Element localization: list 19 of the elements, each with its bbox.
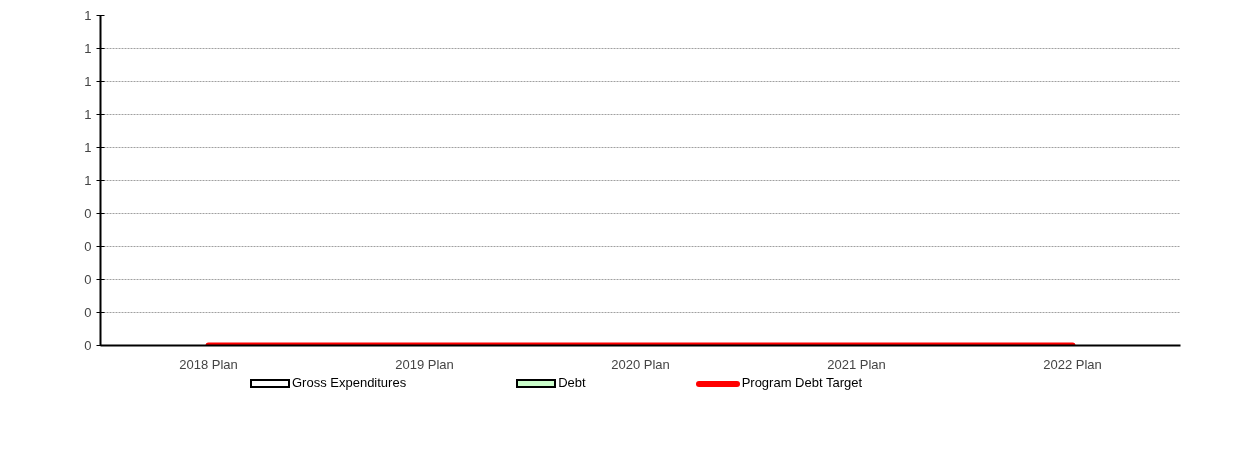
y-tick-label: 0 — [84, 206, 92, 221]
legend-label: Program Debt Target — [741, 375, 863, 390]
x-tick-label: 2018 Plan — [179, 356, 238, 372]
x-tick-label: 2020 Plan — [611, 356, 670, 372]
y-tick-label: 0 — [84, 239, 92, 254]
legend-label: Debt — [558, 375, 586, 390]
y-tick-label: 1 — [84, 8, 92, 23]
y-tick-label: 1 — [84, 107, 92, 122]
x-tick-label: 2022 Plan — [1043, 356, 1102, 372]
y-tick-label: 1 — [84, 41, 92, 56]
y-tick-label: 0 — [84, 272, 92, 287]
y-tick-label: 1 — [84, 140, 92, 155]
y-tick-label: 0 — [84, 305, 92, 320]
y-tick-label: 1 — [84, 74, 92, 89]
text: Gross Expenditures — [292, 375, 407, 390]
x-tick-label: 2019 Plan — [395, 356, 454, 372]
y-tick-label: 1 — [84, 173, 92, 188]
x-tick-label: 2021 Plan — [827, 356, 886, 372]
y-tick-label: 0 — [84, 338, 92, 353]
